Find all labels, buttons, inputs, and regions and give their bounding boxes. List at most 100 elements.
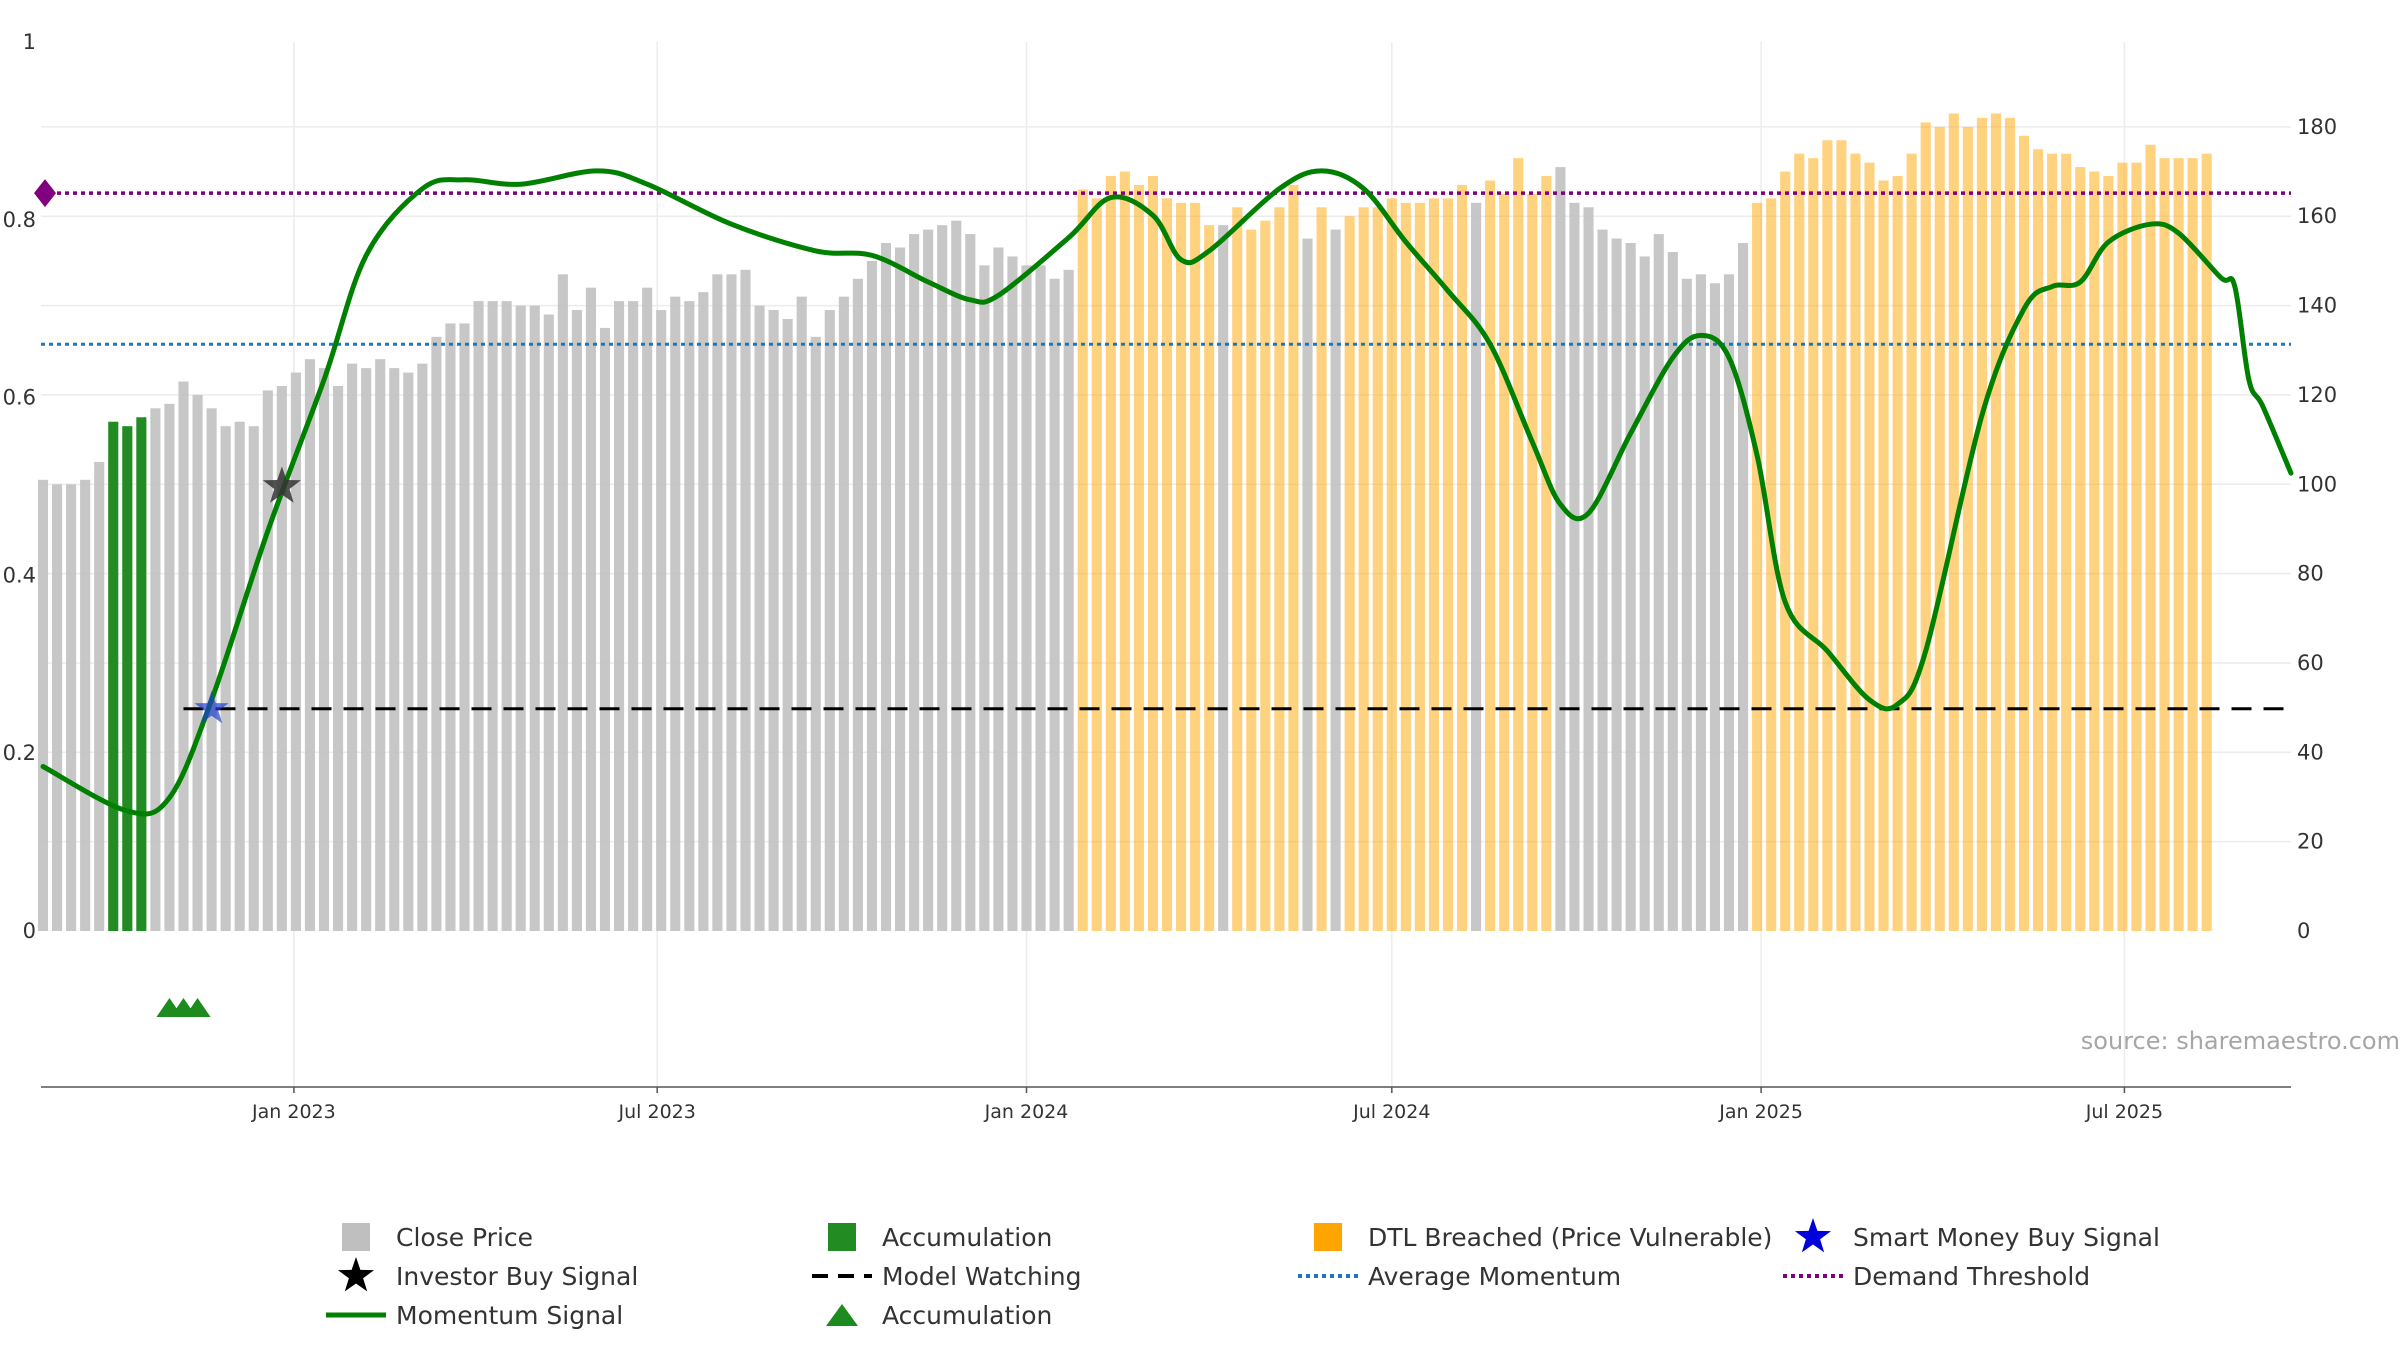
dtl-breached-bar (1962, 126, 1973, 931)
close-price-bar (852, 278, 863, 932)
close-price-bar (178, 381, 189, 931)
close-price-bar (417, 363, 428, 931)
close-price-bar (754, 305, 765, 931)
y-left-tick-label: 0.2 (3, 741, 36, 765)
legend-item: Demand Threshold (1783, 1262, 2090, 1291)
dtl-breached-bar (1864, 162, 1875, 931)
dtl-breached-bar (2103, 176, 2114, 932)
dtl-breached-bar (1892, 176, 1903, 932)
dtl-breached-bar (1934, 126, 1945, 931)
dtl-breached-bar (1386, 198, 1397, 931)
close-price-bar (543, 314, 554, 931)
close-price-bar (909, 234, 920, 932)
dtl-breached-bar (2173, 158, 2184, 931)
close-price-bar (375, 359, 386, 931)
demand-threshold-marker (34, 179, 56, 208)
dtl-breached-bar (1527, 193, 1538, 931)
dtl-breached-bar (1274, 207, 1285, 932)
close-price-bar (290, 372, 301, 932)
x-tick-label: Jul 2024 (1352, 1101, 1430, 1123)
x-tick-label: Jan 2023 (251, 1101, 336, 1123)
close-price-bar (192, 394, 203, 932)
legend-item: Investor Buy Signal (337, 1257, 638, 1292)
close-price-bar (1709, 283, 1721, 931)
close-price-bar (810, 336, 821, 931)
y-left-tick-label: 0.4 (3, 563, 36, 587)
close-price-bar (642, 287, 653, 932)
close-price-bar (487, 301, 498, 931)
signal-markers (156, 466, 301, 1017)
x-tick-label: Jan 2025 (1718, 1101, 1803, 1123)
close-price-bar (459, 323, 470, 931)
dtl-breached-bar (1513, 158, 1524, 931)
dtl-breached-bar (1147, 176, 1159, 932)
dtl-breached-bar (1372, 207, 1383, 932)
legend-swatch (828, 1223, 856, 1251)
y-right-tick-label: 40 (2297, 740, 2324, 764)
investor-buy-signal-star (262, 466, 301, 503)
x-tick-label: Jul 2025 (2085, 1101, 2163, 1123)
dtl-breached-bar (1836, 140, 1847, 932)
close-price-bar (66, 484, 77, 931)
price-bars (37, 113, 2212, 932)
close-price-bar (361, 368, 372, 931)
close-price-bar (1597, 229, 1608, 931)
close-price-bar (445, 323, 456, 931)
dtl-breached-bar (1358, 207, 1369, 932)
dtl-breached-bar (1288, 184, 1299, 931)
close-price-bar (684, 301, 695, 931)
close-price-bar (1218, 225, 1229, 932)
dtl-breached-bar (1119, 171, 1130, 932)
close-price-bar (1569, 202, 1580, 932)
close-price-bar (1723, 274, 1735, 931)
close-price-bar (389, 368, 400, 931)
y-right-tick-label: 100 (2297, 472, 2337, 496)
momentum-signal (40, 168, 2294, 817)
close-price-bar (234, 421, 245, 931)
close-price-bar (1681, 278, 1692, 932)
close-price-bar (1695, 274, 1706, 931)
close-price-bar (1583, 207, 1594, 932)
close-price-bar (1007, 256, 1018, 932)
dtl-breached-bar (1133, 184, 1144, 931)
legend-label: DTL Breached (Price Vulnerable) (1368, 1223, 1772, 1252)
close-price-bar (585, 287, 597, 932)
dtl-breached-bar (1400, 202, 1411, 932)
accumulation-bar (108, 421, 119, 931)
dtl-breached-bar (1920, 122, 1931, 932)
close-price-bar (768, 310, 779, 932)
close-price-bar (318, 368, 330, 931)
legend-item: Close Price (342, 1223, 533, 1252)
x-tick-label: Jan 2024 (984, 1101, 1069, 1123)
legend-label: Accumulation (882, 1223, 1052, 1252)
reference-lines (34, 179, 2291, 711)
close-price-bar (1625, 243, 1636, 931)
legend-item: Model Watching (812, 1262, 1082, 1291)
close-price-bar (670, 296, 681, 931)
dtl-breached-bar (2131, 162, 2142, 931)
dtl-breached-bar (1161, 198, 1173, 931)
close-price-bar (698, 292, 709, 931)
close-price-bar (1737, 243, 1749, 931)
legend-label: Model Watching (882, 1262, 1082, 1291)
legend: Close Price Accumulation DTL Breached (Pri… (326, 1218, 2160, 1330)
close-price-bar (1049, 278, 1060, 932)
dtl-breached-bar (1232, 207, 1243, 932)
dtl-breached-bar (1105, 176, 1116, 932)
close-price-bar (726, 274, 737, 931)
close-price-bar (656, 310, 667, 932)
axes: Jan 2023 Jul 2023 Jan 2024 Jul 2024 Jan 2025… (3, 30, 2338, 1123)
close-price-bar (782, 318, 793, 932)
smart-money-buy-signal-star (194, 690, 229, 724)
close-price-bar (937, 225, 948, 932)
close-price-bar (951, 220, 962, 931)
close-price-bar (276, 385, 287, 931)
dtl-breached-bar (1316, 207, 1327, 932)
legend-label: Close Price (396, 1223, 533, 1252)
dtl-breached-bar (2075, 167, 2086, 931)
dtl-breached-bar (2004, 117, 2016, 932)
close-price-bar (866, 260, 878, 931)
dtl-breached-bar (1794, 153, 1805, 931)
y-right-tick-label: 160 (2297, 204, 2337, 228)
